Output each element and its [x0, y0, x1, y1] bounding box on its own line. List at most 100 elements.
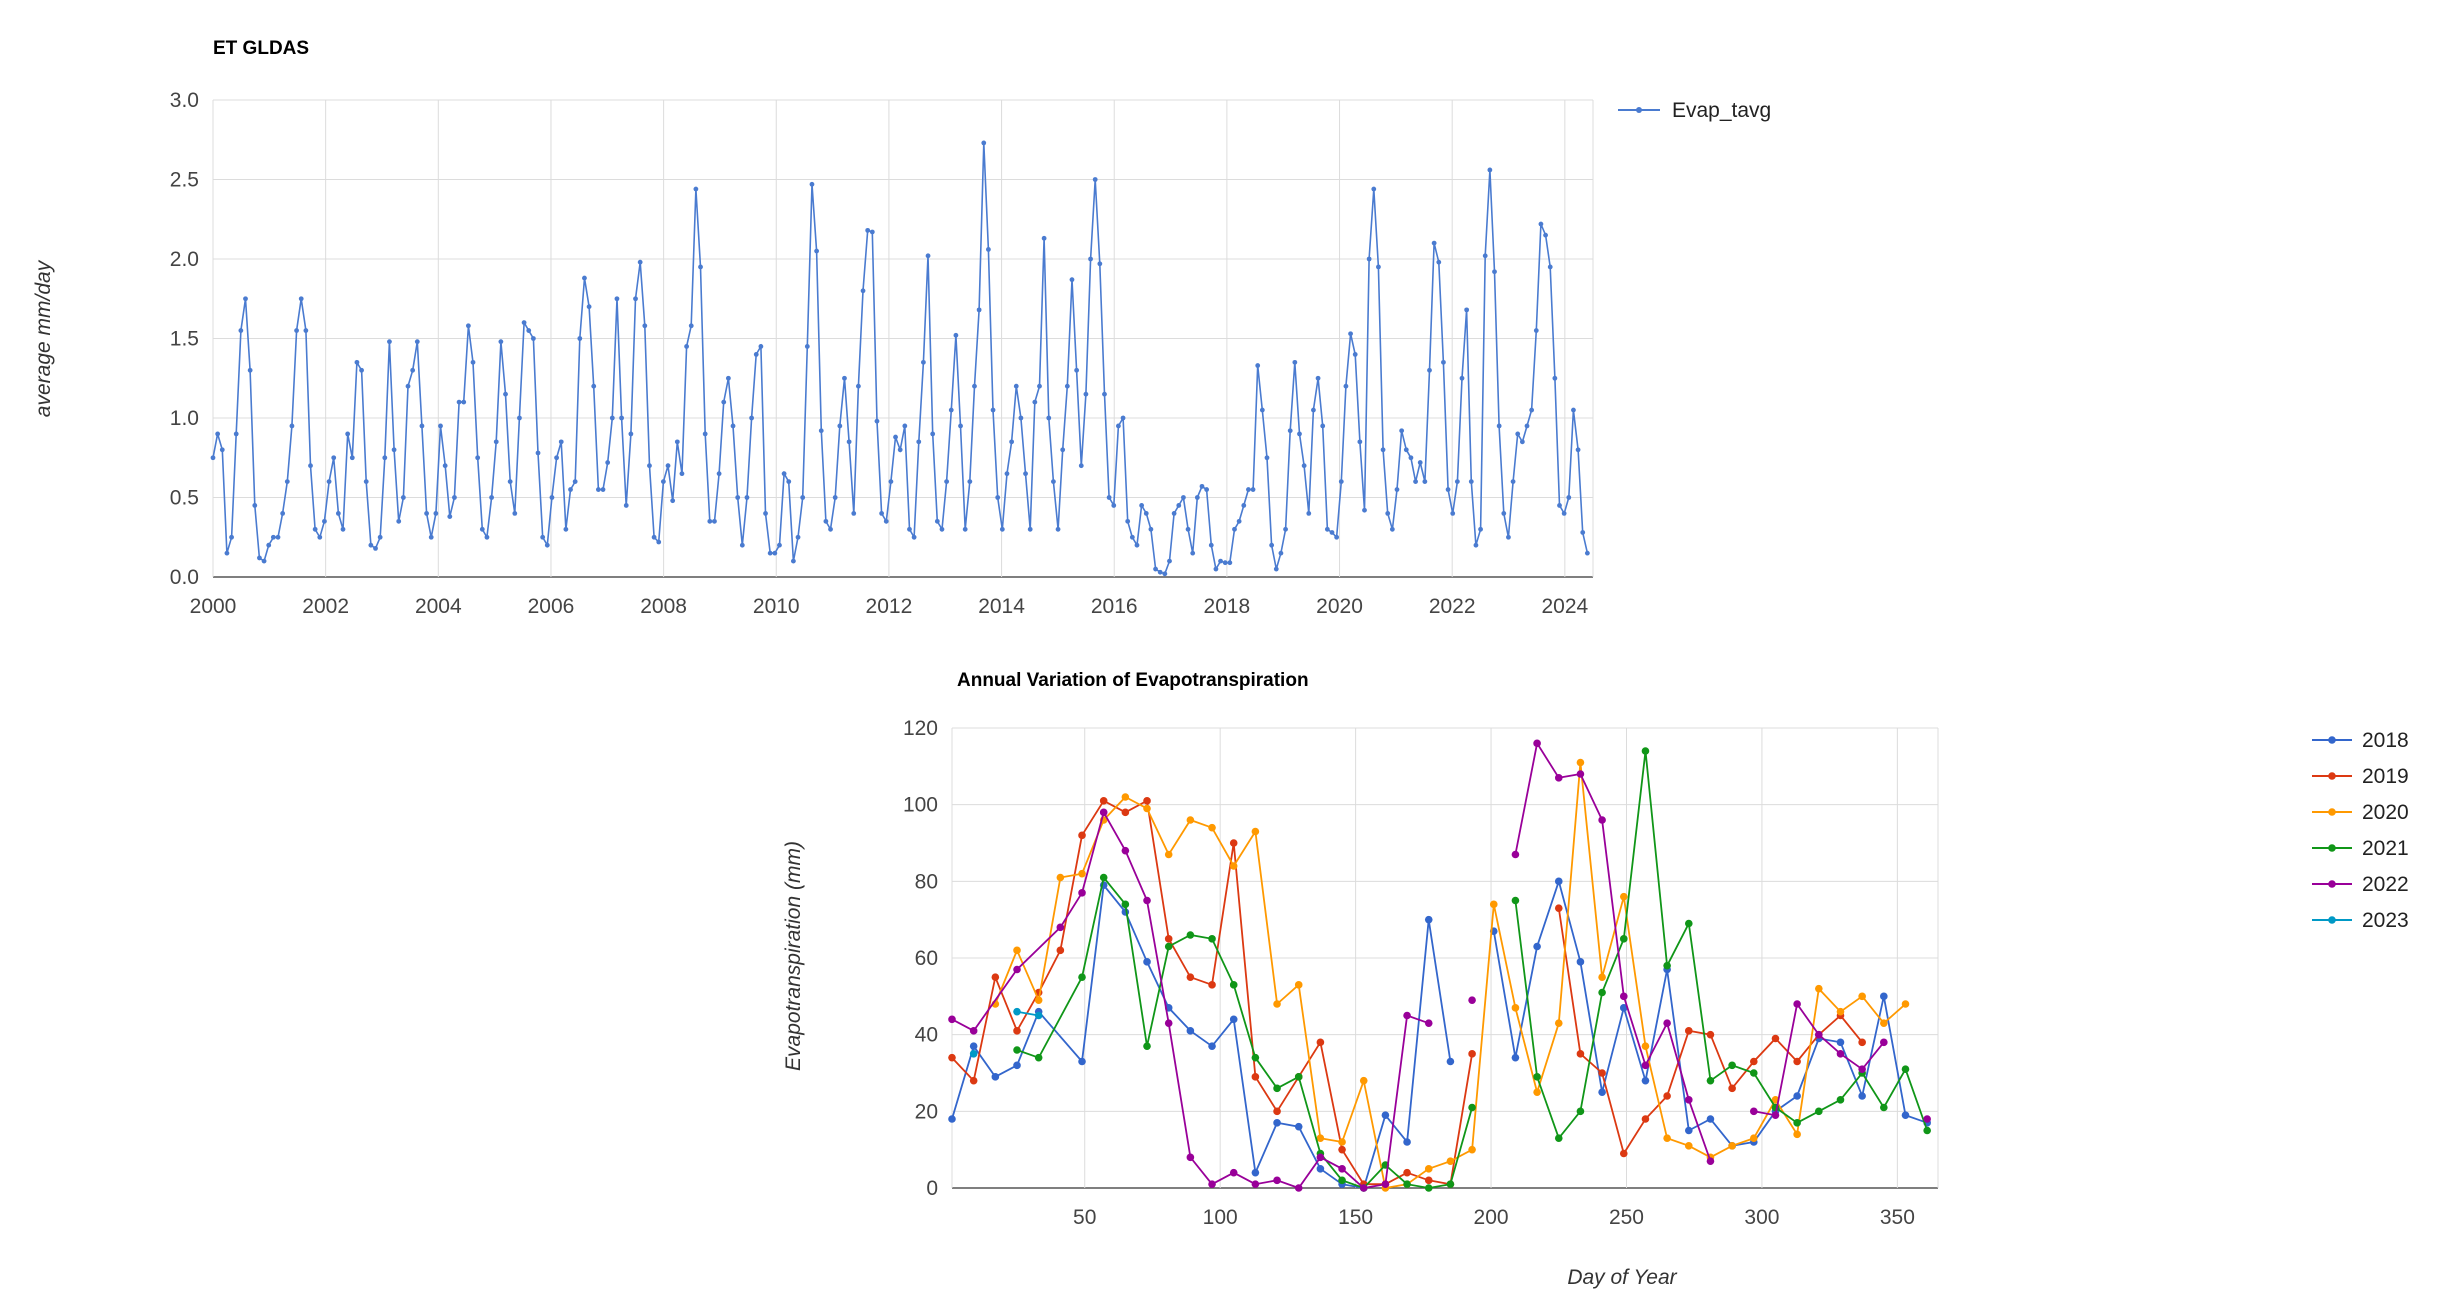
- data-point: [568, 487, 573, 492]
- legend-2: 2018 2019 2020 2021 2022 2023: [2312, 729, 2409, 932]
- data-point: [1078, 463, 1084, 469]
- data-point: [1143, 511, 1149, 516]
- legend-label-2021: 2021: [2362, 837, 2409, 860]
- data-point: [702, 431, 708, 437]
- data-point: [800, 495, 806, 500]
- data-point: [1584, 550, 1590, 556]
- data-point: [405, 383, 411, 389]
- data-point: [1380, 447, 1386, 453]
- data-point: [823, 518, 829, 524]
- data-point: [1529, 407, 1535, 413]
- data-point: [986, 247, 991, 252]
- data-point: [934, 518, 940, 524]
- legend-marker-2019: [2328, 772, 2336, 780]
- x-tick-label: 2002: [302, 595, 349, 618]
- chart-title: ET GLDAS: [213, 38, 309, 59]
- data-point: [665, 463, 671, 469]
- x-tick-label: 2006: [528, 595, 575, 618]
- data-point: [1552, 375, 1558, 381]
- data-point: [1273, 566, 1279, 572]
- data-point: [716, 471, 722, 477]
- data-point: [326, 479, 332, 484]
- data-point: [1487, 167, 1493, 173]
- data-point: [554, 455, 559, 461]
- data-point: [1111, 503, 1117, 508]
- data-point: [842, 375, 847, 381]
- series-line-2020: [994, 762, 1907, 1190]
- data-point: [243, 296, 248, 302]
- legend-marker-2022: [2328, 880, 2336, 888]
- data-point: [1278, 550, 1284, 556]
- data-point: [1157, 569, 1163, 575]
- data-point: [1297, 431, 1302, 437]
- data-point: [1236, 518, 1242, 524]
- data-point: [414, 339, 420, 345]
- data-point: [582, 275, 587, 281]
- data-point: [1376, 264, 1381, 270]
- data-point: [544, 542, 550, 548]
- data-point: [758, 344, 764, 349]
- data-point: [1092, 177, 1098, 182]
- y-tick-label: 1.5: [170, 328, 199, 351]
- data-point: [1338, 479, 1344, 484]
- data-point: [1399, 428, 1405, 434]
- data-point: [517, 415, 522, 421]
- x-tick-label: 2024: [1541, 595, 1588, 618]
- data-point: [995, 495, 1001, 500]
- data-point: [1515, 431, 1521, 437]
- data-point: [1533, 328, 1539, 333]
- data-point: [215, 431, 221, 437]
- data-point: [210, 455, 216, 461]
- series-line-2018: [951, 882, 1452, 1190]
- data-point: [869, 229, 875, 235]
- data-point: [489, 495, 494, 500]
- data-point: [512, 511, 518, 516]
- data-point: [317, 534, 323, 540]
- data-point: [712, 518, 717, 524]
- data-point: [1306, 511, 1312, 516]
- data-point: [219, 447, 225, 453]
- series-line-2022: [1514, 740, 1712, 1162]
- data-point: [828, 526, 833, 532]
- data-point: [438, 423, 443, 429]
- data-point: [577, 336, 583, 341]
- data-point: [790, 558, 796, 564]
- data-point: [619, 415, 624, 421]
- series-line-2022: [951, 809, 1430, 1190]
- x-tick-label: 2022: [1429, 595, 1476, 618]
- x-tick-label: 200: [1474, 1206, 1509, 1229]
- x-tick-label: 2014: [978, 595, 1025, 618]
- data-point: [335, 511, 341, 516]
- data-point: [298, 296, 304, 302]
- data-point: [1074, 367, 1080, 373]
- data-point: [540, 534, 546, 540]
- y-tick-label: 0.0: [170, 566, 199, 589]
- data-point: [1561, 511, 1567, 516]
- x-tick-label: 300: [1744, 1206, 1779, 1229]
- data-point: [322, 518, 327, 524]
- data-point: [1232, 526, 1237, 532]
- data-point: [1222, 560, 1228, 566]
- data-point: [1287, 428, 1293, 434]
- data-point: [261, 558, 267, 564]
- data-point: [475, 455, 481, 461]
- y-tick-label: 0.5: [170, 487, 199, 510]
- data-point: [874, 418, 880, 424]
- data-point: [1046, 415, 1052, 421]
- data-point: [647, 463, 652, 469]
- data-point: [428, 534, 434, 540]
- data-point: [749, 415, 755, 421]
- data-point: [303, 328, 309, 333]
- x-axis-label-2: Day of Year: [1567, 1266, 1677, 1289]
- y-tick-label: 120: [903, 717, 938, 740]
- data-point: [1032, 399, 1038, 405]
- y-tick-label: 0: [926, 1177, 938, 1200]
- data-point: [967, 479, 973, 484]
- data-point: [1185, 526, 1191, 532]
- data-point: [1055, 526, 1061, 532]
- data-point: [521, 320, 527, 325]
- data-point: [572, 479, 578, 484]
- data-point: [1454, 479, 1460, 484]
- data-point: [331, 455, 337, 461]
- data-point: [1566, 495, 1572, 500]
